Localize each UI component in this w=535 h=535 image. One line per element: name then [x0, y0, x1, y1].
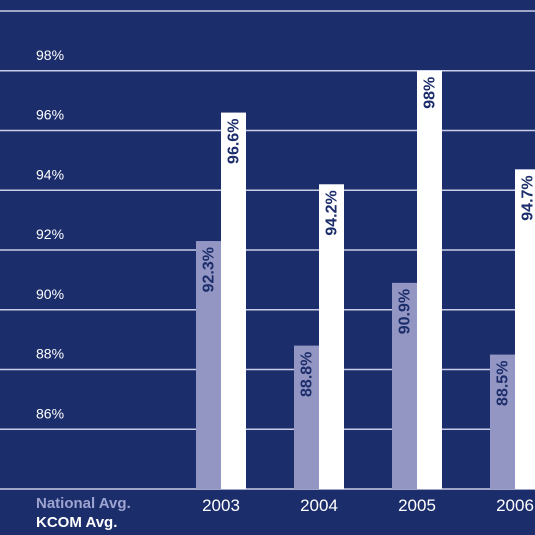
data-label: 88.5%	[495, 361, 512, 406]
y-tick-label: 96%	[36, 107, 64, 123]
y-tick-label: 98%	[36, 47, 64, 63]
y-tick-label: 100%	[36, 0, 72, 3]
data-label: 92.3%	[201, 247, 218, 292]
y-tick-label: 86%	[36, 405, 64, 421]
legend-national-avg: National Avg.	[36, 495, 131, 512]
bar-national-2006	[490, 354, 515, 489]
bar-kcom-2003	[221, 112, 246, 489]
x-tick-label: 2005	[398, 496, 436, 515]
data-label: 96.6%	[226, 119, 243, 164]
y-tick-label: 88%	[36, 346, 64, 362]
bar-national-2005	[392, 282, 417, 489]
gridlines	[0, 10, 535, 490]
x-tick-label: 2003	[202, 496, 240, 515]
bar-kcom-2004	[319, 184, 344, 489]
bars: 92.3% 96.6% 88.8% 94.2% 90.9% 98% 88.5% 94.7%	[196, 70, 535, 489]
bar-kcom-2005	[417, 70, 442, 489]
bar-national-2003	[196, 241, 221, 489]
data-label: 90.9%	[397, 289, 414, 334]
legend-kcom-avg: KCOM Avg.	[36, 514, 117, 531]
y-tick-label: 90%	[36, 286, 64, 302]
x-tick-label: 2006	[496, 496, 534, 515]
bar-kcom-2006	[515, 169, 535, 489]
bar-national-2004	[294, 345, 319, 489]
data-label: 88.8%	[299, 352, 316, 397]
data-label: 94.2%	[324, 190, 341, 235]
y-tick-label: 94%	[36, 166, 64, 182]
y-axis-ticks: 100% 98% 96% 94% 92% 90% 88% 86%	[36, 0, 72, 421]
legend: National Avg. KCOM Avg.	[36, 495, 131, 531]
data-label: 94.7%	[520, 175, 535, 220]
y-tick-label: 92%	[36, 226, 64, 242]
x-tick-label: 2004	[300, 496, 338, 515]
x-axis-ticks: 2003 2004 2005 2006	[202, 496, 534, 515]
data-label: 98%	[422, 77, 439, 109]
